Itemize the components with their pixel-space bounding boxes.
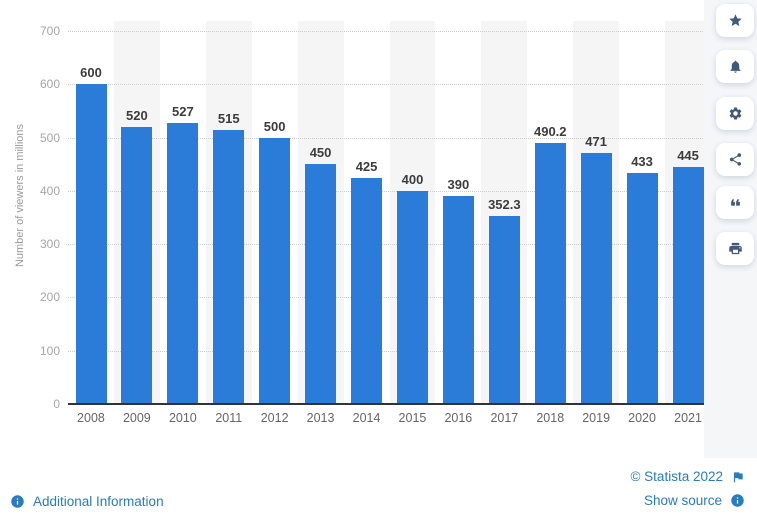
bar-2014[interactable] (351, 177, 382, 404)
y-axis-tick-label: 600 (39, 77, 60, 92)
copyright-label: © Statista 2022 (630, 469, 723, 484)
footer-right-links: © Statista 2022 Show source (630, 469, 745, 508)
bar-2021[interactable] (672, 166, 704, 404)
bar-2017[interactable] (488, 216, 520, 404)
x-axis-label-2010: 2010 (168, 411, 197, 425)
settings-button[interactable] (716, 97, 754, 130)
alert-button[interactable] (716, 50, 754, 83)
bar-value-label: 445 (677, 147, 699, 163)
x-axis-label-2020: 2020 (628, 411, 656, 425)
x-axis-label-2011: 2011 (215, 411, 243, 425)
bar-2009[interactable] (121, 126, 153, 404)
gridline-700 (68, 31, 711, 32)
y-axis-tick-label: 300 (39, 237, 60, 252)
quote-icon (730, 199, 740, 206)
bar-value-label: 500 (263, 118, 286, 134)
printer-icon (728, 242, 742, 255)
show-source-label: Show source (643, 493, 722, 508)
x-axis-label-2014: 2014 (352, 411, 381, 425)
bar-value-label: 515 (217, 110, 240, 126)
bar-2012[interactable] (259, 137, 291, 404)
bar-2008[interactable] (75, 84, 107, 404)
bar-value-label: 390 (447, 177, 470, 193)
bar-2020[interactable] (626, 173, 658, 404)
bar-value-label: 425 (355, 158, 378, 174)
print-button[interactable] (716, 232, 754, 265)
gridline-100 (68, 350, 711, 352)
bar-2010[interactable] (167, 123, 199, 404)
cite-button[interactable] (716, 186, 754, 219)
y-axis-title: Number of viewers in millions (14, 124, 26, 268)
info-icon (11, 495, 24, 508)
bar-value-label: 490.2 (533, 123, 567, 139)
bar-2013[interactable] (305, 164, 337, 404)
x-axis-label-2016: 2016 (444, 411, 473, 425)
gridline-400 (68, 190, 711, 192)
bar-2015[interactable] (397, 190, 428, 404)
x-axis-label-2021: 2021 (674, 411, 702, 425)
share-icon (729, 153, 741, 166)
x-axis-label-2018: 2018 (536, 411, 565, 425)
flag-icon (733, 471, 743, 482)
gear-icon (729, 107, 741, 120)
favorite-button[interactable] (716, 4, 754, 37)
info-icon (731, 494, 744, 507)
show-source-link[interactable]: Show source (630, 493, 745, 508)
share-button[interactable] (716, 143, 754, 176)
bar-value-label: 520 (126, 107, 148, 123)
gridline-600 (68, 84, 711, 86)
gridline-200 (68, 297, 711, 299)
bell-icon (730, 60, 740, 73)
bar-2019[interactable] (580, 153, 612, 404)
star-icon (728, 14, 742, 27)
y-axis-tick-label: 200 (39, 290, 60, 305)
x-axis-label-2009: 2009 (122, 411, 151, 425)
bar-value-label: 450 (309, 145, 332, 161)
y-axis-tick-label: 100 (39, 343, 60, 358)
y-axis-tick-label: 0 (53, 397, 60, 411)
additional-information-label: Additional Information (33, 494, 164, 509)
bar-value-label: 471 (585, 134, 607, 149)
gridline-300 (68, 244, 711, 246)
bar-2016[interactable] (442, 196, 474, 404)
x-axis-label-2015: 2015 (398, 411, 427, 425)
x-axis-line (68, 403, 711, 405)
bar-2018[interactable] (534, 142, 566, 404)
bar-value-label: 600 (80, 65, 102, 81)
statista-copyright-link[interactable]: © Statista 2022 (630, 469, 745, 484)
y-axis-tick-label: 700 (39, 24, 60, 38)
x-axis-label-2019: 2019 (582, 411, 611, 425)
x-axis-label-2012: 2012 (260, 411, 289, 425)
bar-value-label: 433 (631, 154, 653, 170)
gridline-500 (68, 137, 711, 139)
bar-value-label: 527 (172, 104, 194, 120)
x-axis-label-2017: 2017 (490, 411, 519, 425)
y-axis-tick-label: 400 (39, 183, 60, 198)
y-axis-tick-label: 500 (39, 130, 60, 145)
bar-value-label: 400 (401, 171, 424, 187)
additional-information-link[interactable]: Additional Information (10, 494, 164, 509)
x-axis-label-2013: 2013 (306, 411, 335, 425)
x-axis-label-2008: 2008 (77, 411, 105, 425)
bar-value-label: 352.3 (488, 197, 521, 213)
bar-2011[interactable] (213, 129, 245, 404)
